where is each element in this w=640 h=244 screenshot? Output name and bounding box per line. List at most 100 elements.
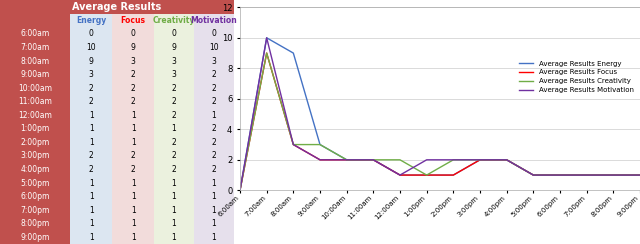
Bar [154, 95, 194, 108]
Bar [0, 41, 70, 54]
Average Results Focus [609, 174, 617, 177]
Text: 1: 1 [211, 206, 216, 215]
Average Results Motivation [289, 143, 297, 146]
Average Results Energy [503, 158, 511, 161]
Text: 2: 2 [89, 84, 93, 93]
Text: 9:00pm: 9:00pm [20, 233, 50, 242]
Text: 3: 3 [89, 70, 93, 79]
Bar [194, 190, 234, 203]
Text: 11:00am: 11:00am [18, 97, 52, 106]
Bar [70, 203, 112, 217]
Bar [0, 14, 70, 27]
Bar [0, 27, 70, 41]
Bar [112, 81, 154, 95]
Average Results Energy [449, 174, 457, 177]
Text: 3: 3 [131, 57, 136, 65]
Text: 1: 1 [131, 219, 136, 228]
Text: 2: 2 [172, 151, 177, 160]
Text: 7:00am: 7:00am [20, 43, 50, 52]
Average Results Creativity [236, 189, 244, 192]
Bar [0, 108, 70, 122]
Text: 1:00pm: 1:00pm [20, 124, 50, 133]
Text: 1: 1 [211, 233, 216, 242]
Average Results Creativity [289, 143, 297, 146]
Bar [194, 27, 234, 41]
Average Results Focus [289, 143, 297, 146]
Bar [112, 27, 154, 41]
Text: 0: 0 [172, 29, 177, 38]
Bar [0, 203, 70, 217]
Average Results Motivation [503, 158, 511, 161]
Bar [194, 217, 234, 230]
Text: 2: 2 [89, 151, 93, 160]
Bar [194, 95, 234, 108]
Bar [70, 81, 112, 95]
Average Results Creativity [583, 174, 591, 177]
Bar [112, 190, 154, 203]
Text: 2: 2 [131, 165, 136, 174]
Average Results Motivation [476, 158, 484, 161]
Text: 1: 1 [131, 192, 136, 201]
Line: Average Results Focus: Average Results Focus [240, 53, 640, 190]
Bar [0, 136, 70, 149]
Bar [0, 217, 70, 230]
Bar [154, 27, 194, 41]
Text: 2: 2 [172, 111, 177, 120]
Text: 10:00am: 10:00am [18, 84, 52, 93]
Text: 10: 10 [86, 43, 96, 52]
Bar [154, 190, 194, 203]
Average Results Motivation [529, 174, 537, 177]
Text: 2: 2 [172, 165, 177, 174]
Text: 3:00pm: 3:00pm [20, 151, 50, 160]
Average Results Focus [396, 174, 404, 177]
Bar [70, 217, 112, 230]
Average Results Motivation [396, 174, 404, 177]
Text: 1: 1 [89, 124, 93, 133]
Bar [194, 136, 234, 149]
Text: 2: 2 [89, 97, 93, 106]
Bar [194, 163, 234, 176]
Text: 1: 1 [172, 206, 177, 215]
Text: Motivation: Motivation [190, 16, 237, 25]
Bar [112, 136, 154, 149]
Bar [112, 54, 154, 68]
Bar [0, 0, 234, 14]
Text: 1: 1 [131, 206, 136, 215]
Bar [112, 14, 154, 27]
Average Results Motivation [556, 174, 564, 177]
Text: Creativity: Creativity [153, 16, 195, 25]
Text: 2: 2 [131, 70, 136, 79]
Average Results Focus [263, 51, 271, 54]
Bar [112, 163, 154, 176]
Text: 2: 2 [211, 84, 216, 93]
Average Results Energy [556, 174, 564, 177]
Bar [112, 95, 154, 108]
Average Results Energy [636, 174, 640, 177]
Average Results Focus [423, 174, 431, 177]
Text: 3: 3 [172, 70, 177, 79]
Average Results Energy [423, 174, 431, 177]
Text: 7:00pm: 7:00pm [20, 206, 50, 215]
Bar [112, 68, 154, 81]
Text: 1: 1 [89, 192, 93, 201]
Line: Average Results Creativity: Average Results Creativity [240, 53, 640, 190]
Average Results Energy [289, 51, 297, 54]
Bar [70, 14, 112, 27]
Text: 1: 1 [89, 179, 93, 187]
Average Results Creativity [369, 158, 377, 161]
Bar [194, 68, 234, 81]
Average Results Energy [529, 174, 537, 177]
Text: 2: 2 [211, 165, 216, 174]
Average Results Creativity [343, 158, 351, 161]
Average Results Energy [609, 174, 617, 177]
Bar [194, 54, 234, 68]
Average Results Focus [476, 158, 484, 161]
Average Results Energy [583, 174, 591, 177]
Text: 1: 1 [89, 219, 93, 228]
Average Results Motivation [449, 158, 457, 161]
Average Results Creativity [556, 174, 564, 177]
Text: 0: 0 [211, 29, 216, 38]
Text: 2: 2 [211, 97, 216, 106]
Average Results Energy [476, 158, 484, 161]
Text: 2: 2 [172, 97, 177, 106]
